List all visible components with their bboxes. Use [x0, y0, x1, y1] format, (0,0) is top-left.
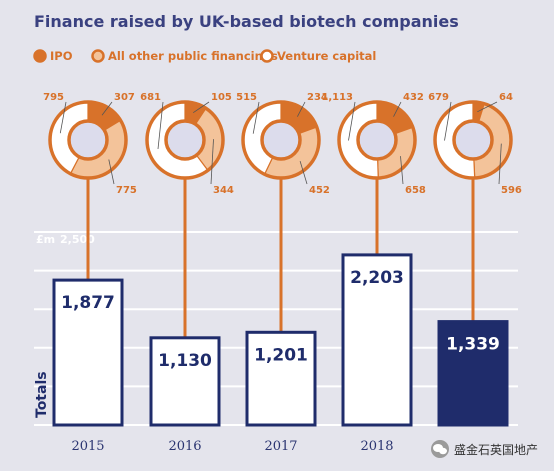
donut-hole	[164, 119, 206, 161]
donut-value-label: 515	[236, 92, 257, 103]
donut-hole	[356, 119, 398, 161]
bar-total-label: 1,201	[254, 345, 308, 365]
legend-label: IPO	[50, 49, 73, 63]
leader-line	[444, 101, 452, 141]
donuts: 307 775 795 105 344 681 234 452 515 432 658 1,113 64…	[43, 92, 522, 196]
donut-hole	[452, 119, 494, 161]
donut-outer-ring	[433, 100, 513, 180]
year-label: 2016	[168, 439, 201, 454]
year-labels: 2015 2016 2017 2018	[71, 439, 393, 454]
leader-line	[108, 159, 115, 185]
watermark-text: 盛金石英国地产	[454, 442, 538, 457]
leader-line	[192, 101, 210, 114]
donut-value-label: 307	[114, 92, 135, 103]
leader-line	[400, 156, 404, 185]
donut-value-label: 1,113	[321, 92, 353, 103]
bar-total-label: 1,877	[61, 293, 115, 313]
donut-hole	[67, 119, 109, 161]
donut-value-label: 64	[499, 92, 513, 103]
year-label: 2015	[71, 439, 104, 454]
legend: IPO All other public financings Venture ca…	[33, 49, 376, 63]
legend-swatch	[91, 49, 105, 63]
year-label: 2018	[360, 439, 393, 454]
donut-value-label: 105	[211, 92, 232, 103]
donut-2015: 307 775 795	[43, 92, 137, 196]
donut-outer-ring	[337, 100, 417, 180]
donut-value-label: 344	[213, 185, 234, 196]
legend-label: Venture capital	[277, 49, 376, 63]
bar-2015	[52, 278, 124, 427]
bar-2017	[245, 330, 317, 427]
leader-line	[297, 101, 306, 117]
bar-total-label: 1,130	[158, 351, 212, 371]
donut-value-label: 596	[501, 185, 522, 196]
leader-line	[348, 101, 356, 141]
leader-line	[252, 101, 260, 134]
donut-value-label: 432	[403, 92, 424, 103]
y-axis-label: Totals	[34, 371, 50, 418]
donut-outer-ring	[145, 100, 225, 180]
donut-2018: 432 658 1,113	[321, 92, 426, 196]
legend-item-1: All other public financings	[91, 49, 278, 63]
leader-line	[210, 139, 214, 185]
watermark: 盛金石英国地产	[431, 440, 538, 458]
bar-2019	[437, 320, 509, 427]
donut-outer-ring	[241, 100, 321, 180]
leader-line	[299, 160, 308, 185]
y-axis-tick: 2,500	[60, 233, 95, 246]
leader-line	[393, 101, 402, 117]
legend-label: All other public financings	[108, 49, 278, 63]
bar-2016	[149, 336, 221, 427]
donut-value-label: 679	[428, 92, 449, 103]
donut-value-label: 795	[43, 92, 64, 103]
bar-total-label: 1,339	[446, 335, 500, 355]
bars: 1,877 1,130 1,201 2,203 1,339	[52, 253, 509, 427]
bar-total-label: 2,203	[350, 268, 404, 288]
donut-value-label: 681	[140, 92, 161, 103]
leader-line	[477, 101, 498, 113]
donut-value-label: 452	[309, 185, 330, 196]
chart-title: Finance raised by UK-based biotech compa…	[34, 12, 459, 31]
donut-value-label: 775	[116, 185, 137, 196]
wechat-icon	[431, 440, 449, 458]
bar-2018	[341, 253, 413, 427]
leader-line	[498, 143, 502, 185]
donut-2019: 64 596 679	[428, 92, 522, 196]
donut-hole	[260, 119, 302, 161]
donut-value-label: 658	[405, 185, 426, 196]
y-axis-unit: £m	[36, 233, 55, 246]
legend-item-0: IPO	[33, 49, 73, 63]
legend-swatch	[33, 49, 47, 63]
leader-line	[157, 101, 164, 150]
donut-2017: 234 452 515	[236, 92, 330, 196]
donut-outer-ring	[48, 100, 128, 180]
legend-swatch	[260, 49, 274, 63]
leader-line	[101, 101, 113, 116]
donut-value-label: 234	[307, 92, 328, 103]
year-label: 2017	[264, 439, 297, 454]
donut-2016: 105 344 681	[140, 92, 234, 196]
leader-line	[59, 101, 67, 134]
legend-item-2: Venture capital	[260, 49, 376, 63]
connectors	[86, 178, 475, 338]
